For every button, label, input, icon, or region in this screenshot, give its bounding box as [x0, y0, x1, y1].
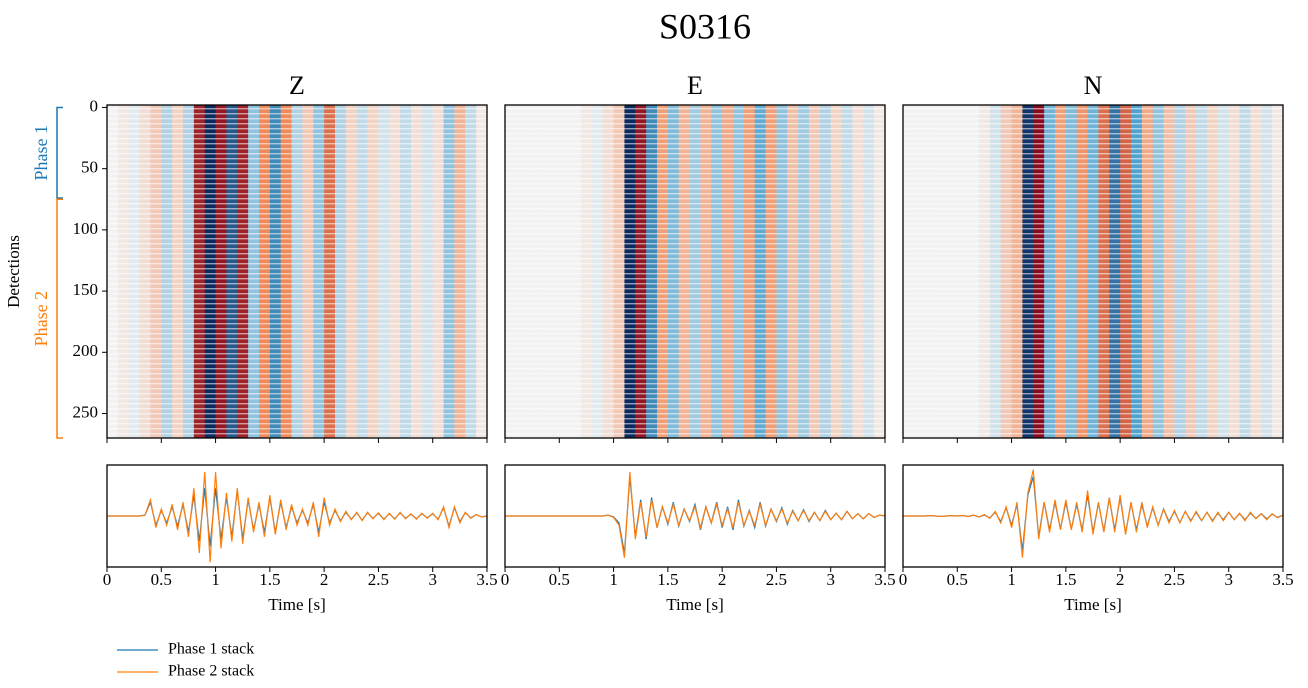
group-bracket — [56, 106, 63, 199]
panel-title: E — [687, 71, 703, 100]
x-tick-label: 1.5 — [657, 570, 678, 589]
axes-frame — [504, 104, 886, 439]
axes-frame — [106, 104, 488, 439]
x-tick-label: 3.5 — [476, 570, 497, 589]
x-tick-label: 2 — [1116, 570, 1125, 589]
x-tick-label: 3 — [428, 570, 437, 589]
row-texture — [107, 105, 487, 438]
axes-frame — [902, 104, 1284, 439]
x-tick-label: 0.5 — [151, 570, 172, 589]
row-texture — [903, 105, 1283, 438]
y-axis-label: Detections — [4, 235, 23, 308]
x-tick-label: 1 — [1007, 570, 1016, 589]
legend-label: Phase 2 stack — [168, 663, 254, 680]
stack-line — [107, 471, 488, 563]
axes-frame — [106, 464, 488, 568]
x-tick-label: 1.5 — [259, 570, 280, 589]
x-tick-label: 3 — [1224, 570, 1233, 589]
x-tick-label: 1.5 — [1055, 570, 1076, 589]
x-tick-label: 2.5 — [766, 570, 787, 589]
axes-frame — [504, 464, 886, 568]
y-tick-label: 200 — [73, 341, 99, 360]
x-tick-label: 3 — [826, 570, 835, 589]
x-tick-label: 2 — [718, 570, 727, 589]
y-tick-label: 100 — [73, 219, 99, 238]
x-tick-label: 0 — [899, 570, 908, 589]
x-axis-label: Time [s] — [666, 595, 723, 614]
x-tick-label: 2 — [320, 570, 329, 589]
x-tick-label: 2.5 — [368, 570, 389, 589]
legend-label: Phase 1 stack — [168, 641, 254, 658]
y-tick-label: 50 — [81, 158, 98, 177]
panel-title: Z — [289, 71, 305, 100]
x-tick-label: 0.5 — [947, 570, 968, 589]
x-tick-label: 0 — [501, 570, 510, 589]
x-tick-label: 3.5 — [1272, 570, 1293, 589]
x-tick-label: 3.5 — [874, 570, 895, 589]
group-bracket — [56, 198, 63, 439]
stack-line — [505, 471, 886, 558]
y-tick-label: 150 — [73, 280, 99, 299]
group-label: Phase 2 — [31, 291, 51, 347]
stack-line — [903, 469, 1284, 558]
y-tick-label: 250 — [73, 402, 99, 421]
row-texture — [505, 105, 885, 438]
x-tick-label: 0 — [103, 570, 112, 589]
x-axis-label: Time [s] — [268, 595, 325, 614]
x-tick-label: 0.5 — [549, 570, 570, 589]
x-tick-label: 1 — [609, 570, 618, 589]
panel-title: N — [1084, 71, 1103, 100]
figure-title: S0316 — [659, 6, 751, 46]
x-axis-label: Time [s] — [1064, 595, 1121, 614]
x-tick-label: 2.5 — [1164, 570, 1185, 589]
axes-frame — [902, 464, 1284, 568]
x-tick-label: 1 — [211, 570, 220, 589]
y-tick-label: 0 — [90, 96, 99, 115]
group-label: Phase 1 — [31, 125, 51, 181]
